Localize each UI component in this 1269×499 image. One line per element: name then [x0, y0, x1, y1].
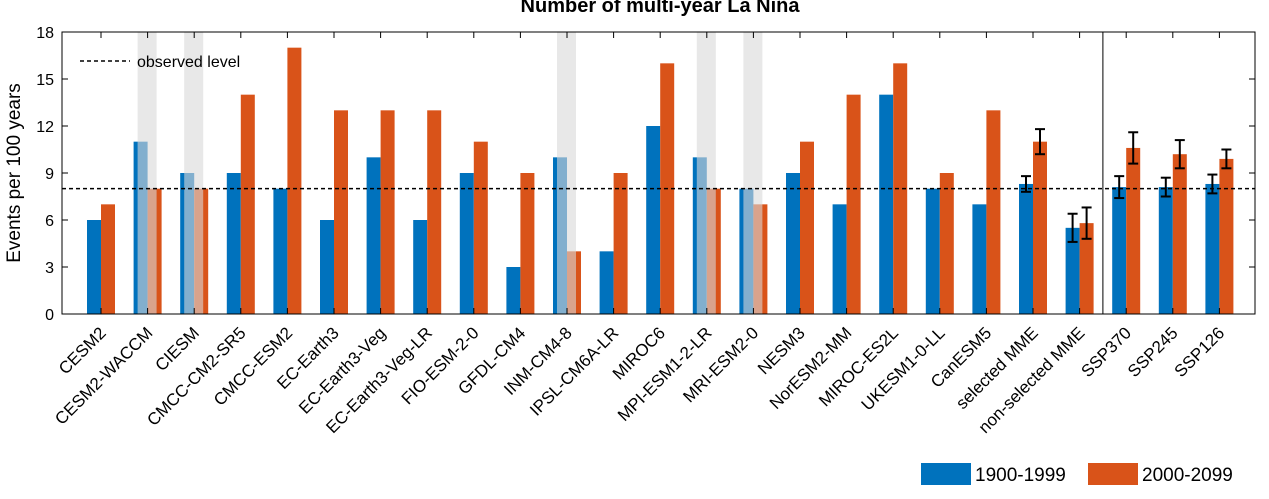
error-bar	[1128, 131, 1139, 165]
y-axis-label: Events per 100 years	[4, 83, 25, 263]
x-tick-label: SSP245	[1124, 323, 1182, 381]
bar	[473, 141, 488, 314]
bar	[427, 110, 442, 314]
bar	[101, 204, 115, 314]
bar	[986, 110, 1001, 314]
y-tick-label: 3	[45, 260, 54, 277]
highlight-band	[557, 32, 576, 314]
legend-label: 2000-2099	[1142, 465, 1233, 486]
error-bar	[1174, 139, 1185, 170]
bar	[240, 94, 255, 315]
bar	[1205, 183, 1220, 314]
bar	[599, 251, 614, 314]
bar	[1065, 227, 1080, 314]
bar	[287, 47, 302, 315]
bar	[1019, 183, 1033, 314]
legend-swatch	[921, 463, 971, 485]
error-bar	[1067, 212, 1078, 243]
plot-frame	[61, 31, 1256, 315]
highlight-band	[137, 32, 157, 314]
y-tick-label: 18	[36, 25, 54, 42]
error-bar	[1081, 206, 1092, 240]
y-tick-label: 6	[45, 213, 54, 230]
highlight-band	[696, 32, 716, 314]
bar	[1219, 158, 1234, 314]
bar	[273, 188, 288, 314]
bar	[1172, 154, 1187, 314]
highlight-band	[184, 32, 204, 314]
bar	[506, 267, 521, 314]
bar	[879, 94, 894, 315]
bar	[226, 173, 241, 314]
bar	[520, 173, 535, 314]
bar	[413, 220, 428, 314]
x-tick-label: NorESM2-MM	[766, 323, 856, 413]
error-bar	[1035, 128, 1045, 156]
bar	[1079, 223, 1094, 314]
legend-label: 1900-1999	[975, 465, 1066, 486]
error-bar	[1221, 148, 1232, 170]
bar	[1158, 187, 1173, 314]
y-tick-label: 15	[36, 72, 54, 89]
x-tick-label: SSP126	[1171, 323, 1229, 381]
y-tick-label: 9	[45, 166, 54, 183]
bar	[832, 204, 847, 314]
bar	[1033, 141, 1047, 314]
highlight-band	[743, 32, 763, 314]
x-tick-label: SSP370	[1077, 323, 1135, 381]
error-bar	[1160, 176, 1171, 198]
bar	[366, 157, 381, 314]
bar	[320, 220, 334, 314]
bar	[786, 173, 800, 314]
bar	[939, 173, 954, 314]
error-bar	[1207, 173, 1218, 195]
bar	[380, 110, 395, 314]
bar	[613, 173, 628, 314]
bar	[1126, 147, 1141, 314]
bar	[893, 63, 908, 315]
bar	[800, 141, 814, 314]
x-tick-label: selected MME	[952, 323, 1042, 413]
bar	[334, 110, 348, 314]
chart-title: Number of multi-year La Niña	[521, 0, 801, 17]
y-tick-label: 12	[36, 119, 54, 136]
bar	[925, 188, 940, 314]
bar	[972, 204, 987, 314]
error-bar	[1114, 175, 1125, 200]
bar	[646, 126, 661, 314]
legend-reference-label: observed level	[137, 54, 240, 71]
bar	[846, 94, 861, 315]
bar	[1112, 187, 1127, 314]
bar	[459, 173, 474, 314]
error-bar	[1021, 175, 1031, 193]
legend-swatch	[1088, 463, 1138, 485]
y-tick-label: 0	[45, 307, 54, 324]
bar	[87, 220, 101, 314]
